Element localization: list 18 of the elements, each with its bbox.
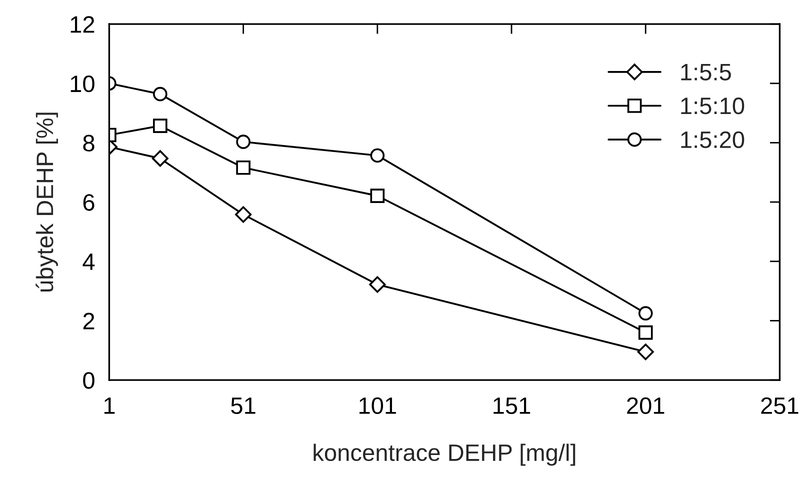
x-tick-label: 251 <box>761 397 798 414</box>
y-axis-title: úbytek DEHP [%] <box>36 112 58 292</box>
x-tick-label: 151 <box>494 398 530 414</box>
y-tick-label: 12 <box>70 16 94 33</box>
y-tick-label: 8 <box>83 134 94 152</box>
legend-label: 1:5:20 <box>681 131 744 148</box>
legend-label: 1:5:10 <box>681 98 744 114</box>
y-tick-label: 0 <box>83 372 94 389</box>
x-tick-label: 51 <box>231 398 256 414</box>
y-tick-label: 6 <box>83 194 94 211</box>
x-tick-label: 201 <box>627 397 664 414</box>
x-axis-title: koncentrace DEHP [mg/l] <box>314 444 576 466</box>
y-tick-label: 10 <box>70 75 94 92</box>
x-tick-label: 101 <box>360 397 396 414</box>
legend-label: 1:5:5 <box>681 64 731 80</box>
x-tick-label: 1 <box>104 398 115 414</box>
y-tick-label: 4 <box>82 254 95 270</box>
y-tick-label: 2 <box>83 312 94 330</box>
